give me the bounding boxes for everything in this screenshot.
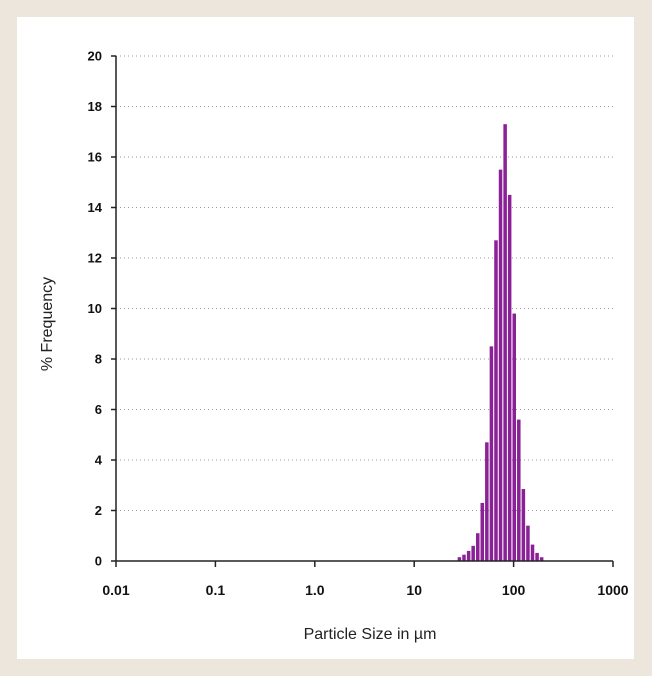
- tick-labels: 0 2 4 6 8 10 12 14 16 18 20 0.01 0.1 1.0 10 100 1000: [88, 49, 629, 599]
- bar: [457, 557, 462, 561]
- y-axis-title: % Frequency: [39, 277, 56, 371]
- bar: [485, 442, 489, 561]
- chart-panel: 0 2 4 6 8 10 12 14 16 18 20 0.01 0.1 1.0 10 100 1000 Par…: [17, 17, 634, 659]
- y-tick-label: 16: [88, 150, 102, 165]
- y-tick-label: 20: [88, 49, 102, 64]
- x-tick-label: 10: [406, 582, 422, 598]
- bar: [530, 544, 535, 561]
- y-tick-label: 10: [88, 301, 102, 316]
- x-tick-label: 0.01: [102, 582, 129, 598]
- x-tick-label: 1.0: [305, 582, 325, 598]
- particle-size-histogram: 0 2 4 6 8 10 12 14 16 18 20 0.01 0.1 1.0 10 100 1000 Par…: [39, 49, 629, 644]
- bar: [503, 124, 507, 562]
- bar: [507, 194, 512, 562]
- y-tick-label: 12: [88, 251, 102, 266]
- bar: [489, 346, 494, 562]
- bar: [494, 240, 498, 561]
- bar: [466, 550, 471, 561]
- bar: [521, 489, 526, 561]
- bar: [462, 554, 466, 561]
- y-tick-label: 2: [95, 503, 102, 518]
- bar: [535, 552, 539, 561]
- bar: [517, 419, 521, 561]
- x-tick-label: 0.1: [206, 582, 226, 598]
- bar: [480, 502, 485, 561]
- axes: [111, 55, 614, 567]
- y-tick-label: 18: [88, 99, 102, 114]
- x-tick-label: 100: [502, 582, 526, 598]
- x-tick-label: 1000: [597, 582, 628, 598]
- y-tick-label: 14: [88, 200, 103, 215]
- gridlines: [116, 55, 613, 511]
- bar: [526, 525, 530, 561]
- x-axis-title: Particle Size in µm: [304, 626, 437, 643]
- y-tick-label: 8: [95, 352, 102, 367]
- bar: [476, 533, 480, 561]
- bar: [498, 169, 503, 562]
- y-tick-label: 4: [95, 453, 103, 468]
- bar: [539, 557, 544, 561]
- bar: [471, 545, 475, 561]
- y-tick-label: 0: [95, 554, 102, 569]
- y-tick-label: 6: [95, 402, 102, 417]
- bars: [457, 124, 544, 562]
- bar: [512, 313, 516, 561]
